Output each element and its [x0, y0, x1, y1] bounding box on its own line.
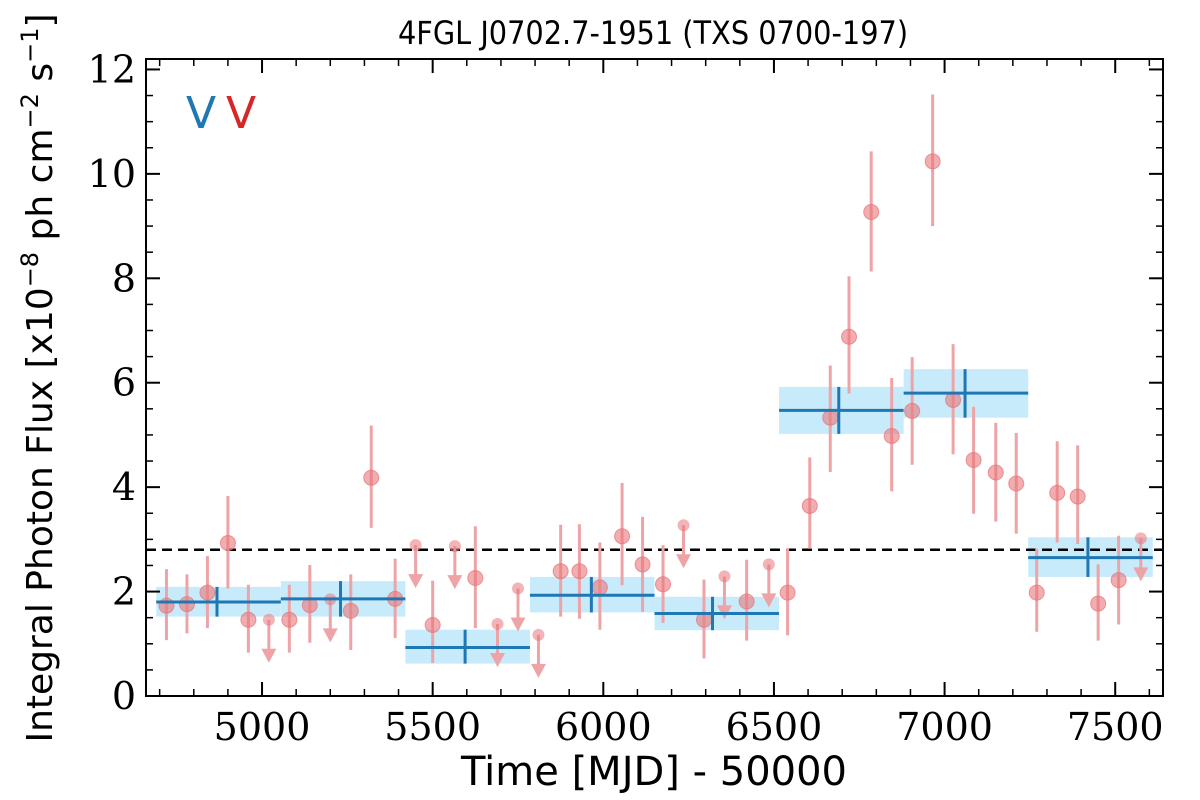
- upper-limit-point: [409, 539, 422, 552]
- x-tick-label: 6000: [555, 705, 652, 749]
- y-tick-label: 4: [112, 465, 136, 509]
- short-bin-point: [841, 328, 858, 345]
- y-tick-label: 10: [88, 152, 136, 196]
- short-bin-point: [655, 576, 672, 593]
- x-tick-label: 5500: [384, 705, 481, 749]
- y-tick-label: 2: [112, 570, 136, 614]
- short-bin-point: [199, 584, 216, 601]
- plot-area: [146, 94, 1163, 678]
- short-bin-point: [945, 391, 962, 408]
- upper-limit-point: [1134, 532, 1147, 545]
- short-bin-point: [158, 597, 175, 614]
- short-bin-point: [571, 563, 588, 580]
- short-bin-point: [363, 469, 380, 486]
- chart-title: 4FGL J0702.7-1951 (TXS 0700-197): [398, 14, 908, 52]
- y-tick-label: 0: [112, 674, 136, 718]
- legend-label-long-binning: V: [186, 88, 216, 139]
- upper-limit-point: [491, 617, 504, 630]
- short-bin-point: [1069, 488, 1086, 505]
- short-bin-point: [240, 611, 257, 628]
- upper-limit-arrow: [676, 554, 692, 569]
- y-tick-label: 12: [88, 47, 136, 91]
- y-axis-label-exp1: −8: [16, 252, 44, 287]
- short-bin-point: [614, 528, 631, 545]
- y-axis-label-main: Integral Photon Flux [x10: [20, 287, 61, 742]
- y-tick-label: 8: [112, 256, 136, 300]
- upper-limit-arrow: [530, 663, 546, 678]
- x-tick-label: 6500: [726, 705, 823, 749]
- y-axis-label-close: ]: [20, 13, 61, 27]
- y-axis-label-unit2: s: [20, 63, 61, 93]
- y-axis-label: Integral Photon Flux [x10−8 ph cm−2 s−1]: [16, 13, 61, 742]
- short-bin-point: [424, 616, 441, 633]
- upper-limit-arrow: [510, 617, 526, 632]
- short-bin-point: [987, 464, 1004, 481]
- x-tick-label: 7000: [896, 705, 993, 749]
- short-bin-point: [1090, 595, 1107, 612]
- y-axis-label-unit1: ph cm: [20, 128, 61, 251]
- x-tick-label: 5000: [214, 705, 311, 749]
- upper-limit-arrow: [761, 593, 777, 608]
- upper-limit-point: [718, 570, 731, 583]
- short-bin-point: [1110, 572, 1127, 589]
- y-axis-label-exp3: −1: [16, 28, 44, 63]
- short-bin-point: [591, 579, 608, 596]
- short-bin-point: [1028, 584, 1045, 601]
- upper-limit-point: [262, 613, 275, 626]
- upper-limit-arrow: [408, 574, 424, 589]
- short-bin-point: [178, 596, 195, 613]
- x-tick-label: 7500: [1067, 705, 1164, 749]
- x-axis: 5000 5500 6000 6500 7000 7500: [158, 59, 1164, 749]
- short-bin-point: [801, 497, 818, 514]
- upper-limit-point: [448, 540, 461, 553]
- upper-limit-point: [677, 519, 690, 532]
- short-bin-point: [904, 402, 921, 419]
- x-axis-label: Time [MJD] - 50000: [460, 749, 847, 795]
- upper-limit-arrow: [447, 575, 463, 590]
- upper-limit-arrow: [261, 648, 277, 663]
- short-bin-point: [281, 611, 298, 628]
- y-axis: 0 2 4 6 8 10 12: [88, 47, 1163, 718]
- short-bin-point: [822, 409, 839, 426]
- upper-limit-arrow: [490, 652, 506, 667]
- upper-limit-point: [762, 558, 775, 571]
- upper-limit-point: [511, 582, 524, 595]
- legend-label-short-binning: V: [226, 88, 256, 139]
- y-tick-label: 6: [112, 361, 136, 405]
- short-bin-point: [779, 584, 796, 601]
- upper-limit-point: [532, 628, 545, 641]
- short-bin-point: [342, 602, 359, 619]
- short-bin-point: [965, 451, 982, 468]
- short-bin-point: [219, 535, 236, 552]
- short-bin-point: [738, 593, 755, 610]
- short-bin-point: [924, 153, 941, 170]
- y-axis-label-exp2: −2: [16, 93, 44, 128]
- short-bin-point: [634, 556, 651, 573]
- short-bin-point: [863, 203, 880, 220]
- upper-limit-arrow: [1133, 567, 1149, 582]
- short-bin-point: [1049, 484, 1066, 501]
- short-bin-point: [467, 569, 484, 586]
- upper-limit-arrow: [322, 628, 338, 643]
- short-bin-point: [1008, 475, 1025, 492]
- short-bin-point: [883, 427, 900, 444]
- plot-frame: [145, 58, 1164, 697]
- short-bin-point: [552, 563, 569, 580]
